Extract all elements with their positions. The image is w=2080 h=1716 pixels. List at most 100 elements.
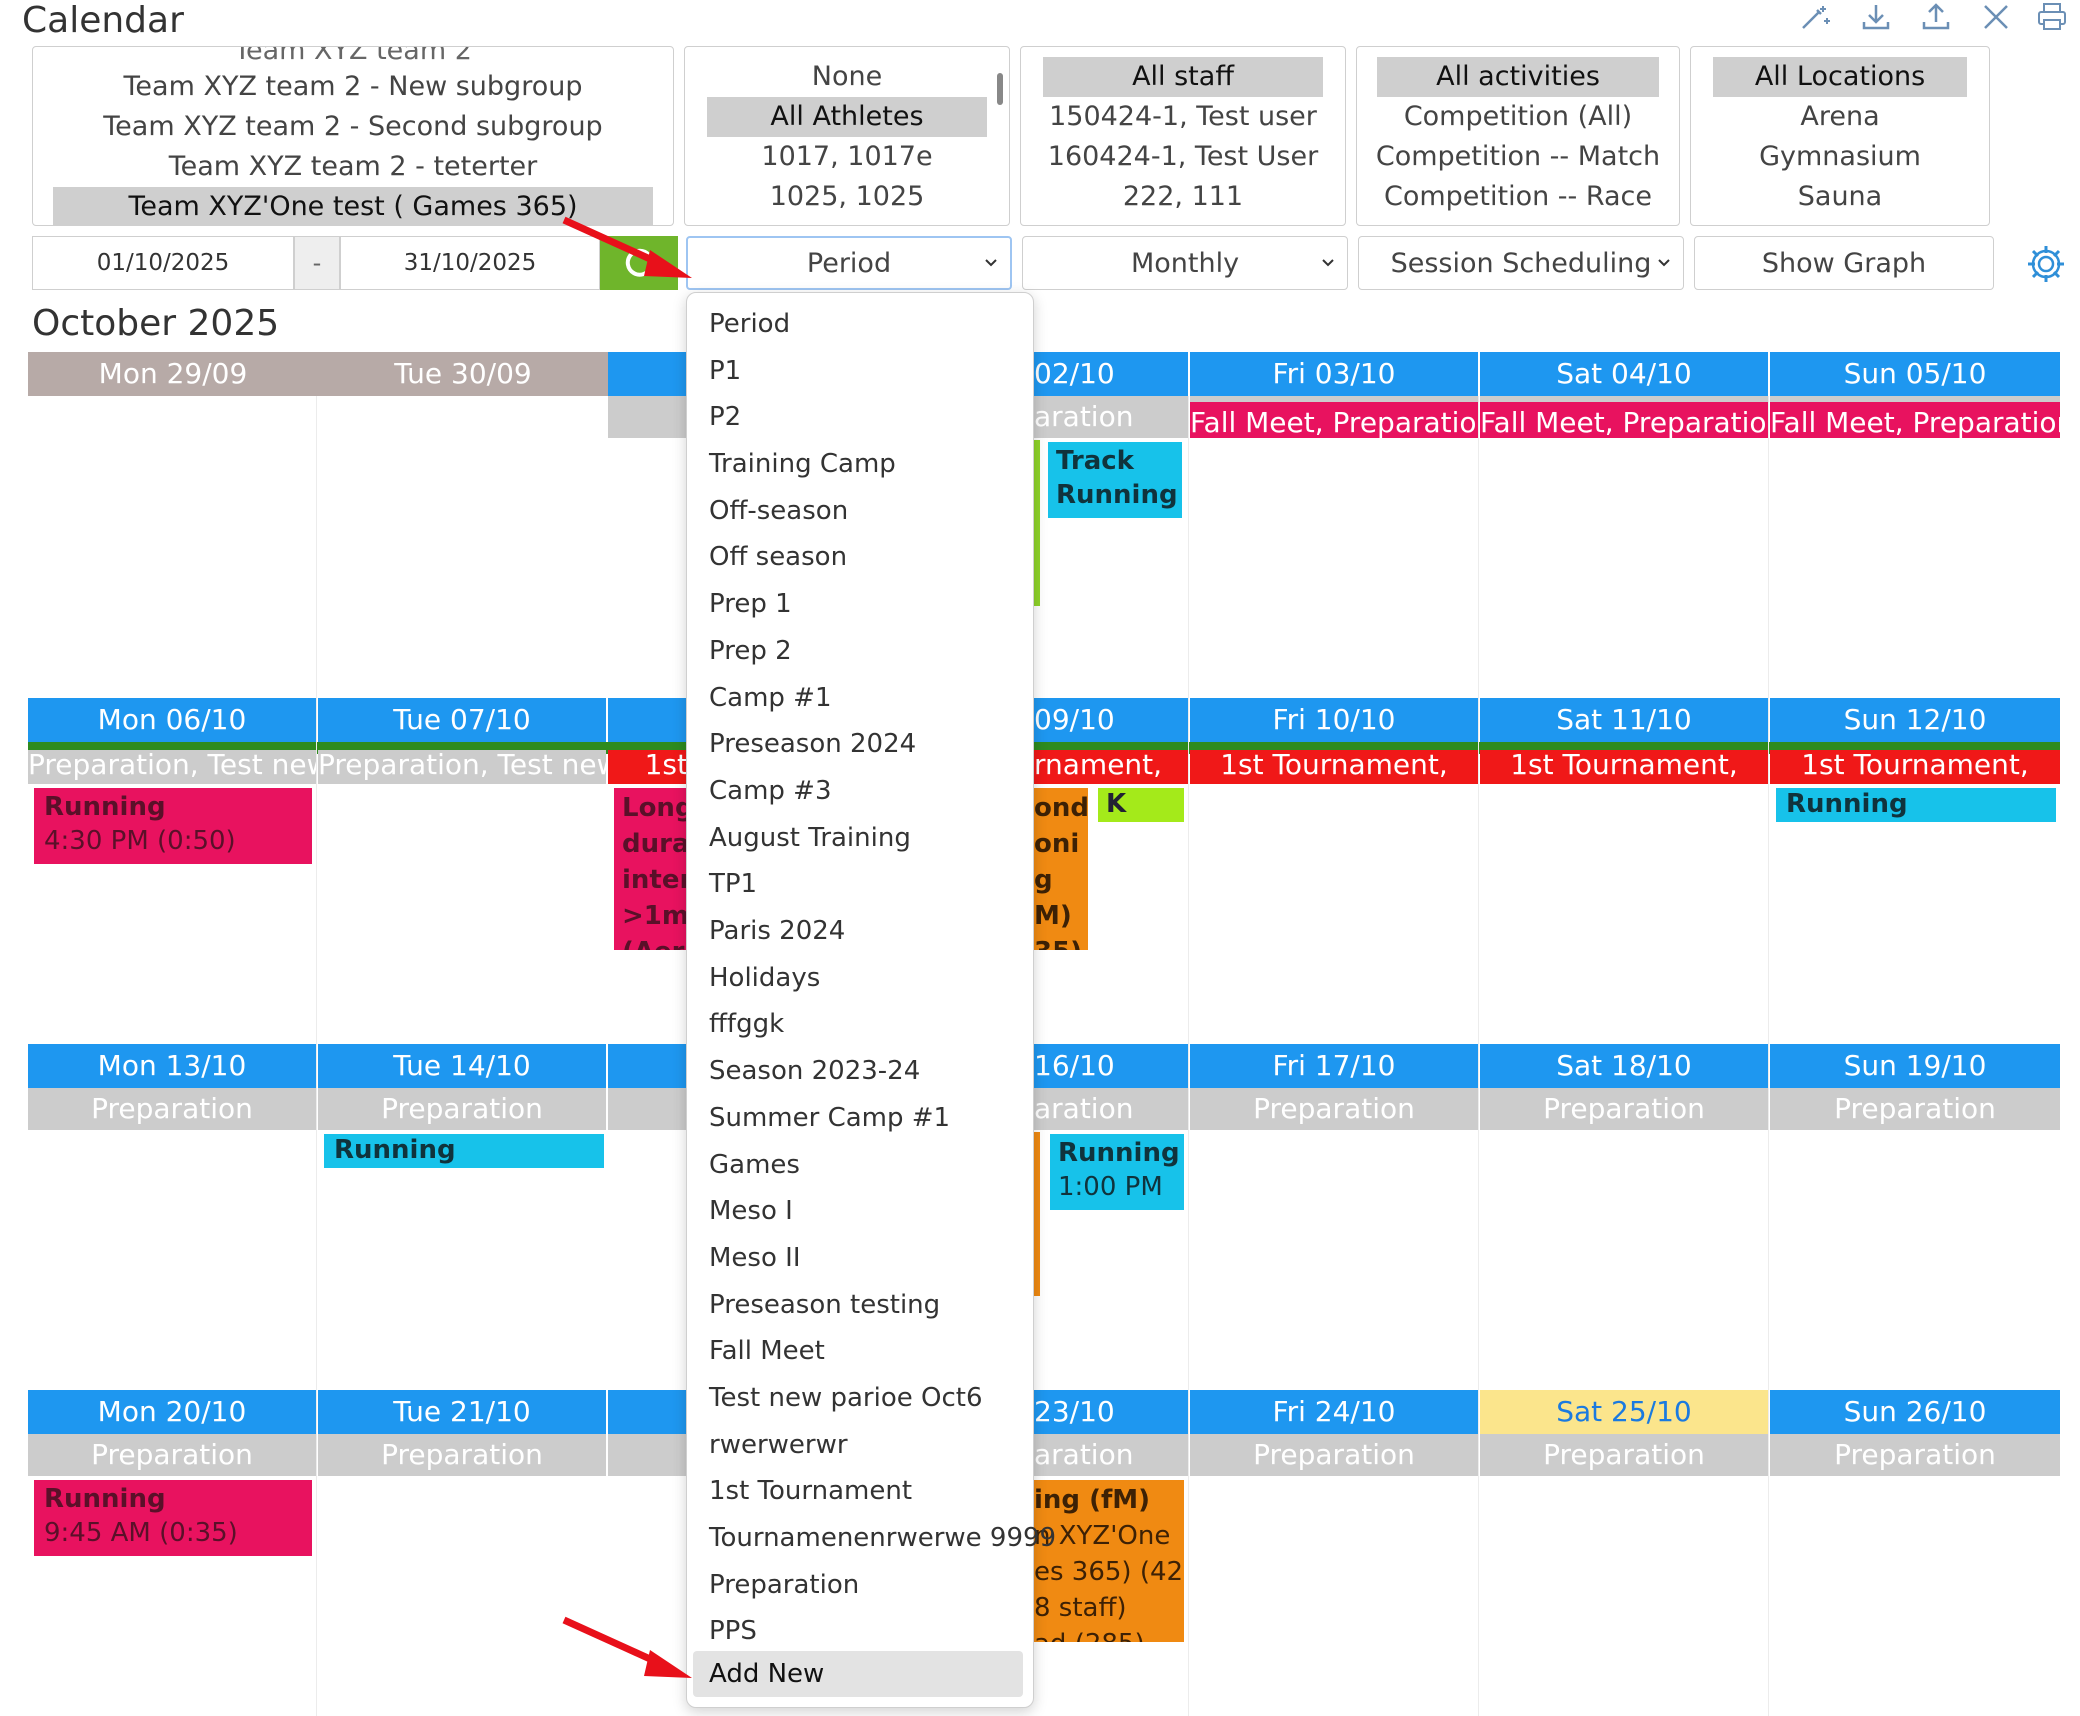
event-running[interactable]: Running 9:45 AM (0:35) <box>34 1480 312 1556</box>
staff-option[interactable]: 150424-1, Test user <box>1049 101 1317 132</box>
athlete-option[interactable]: None <box>811 61 883 92</box>
athlete-option[interactable]: 1025, 1025 <box>769 181 925 212</box>
athlete-option-selected[interactable]: All Athletes <box>707 97 987 137</box>
activity-option[interactable]: Competition -- Match <box>1375 141 1661 172</box>
event-running[interactable]: Running <box>324 1134 604 1168</box>
location-option[interactable]: Sauna <box>1797 181 1883 212</box>
date-to-input[interactable]: 31/10/2025 <box>340 236 600 290</box>
athlete-filter-list[interactable]: None All Athletes 1017, 1017e 1025, 1025 <box>684 46 1010 226</box>
period-option[interactable]: Meso I <box>709 1196 793 1226</box>
day-header[interactable]: Sat 18/10 <box>1480 1044 1768 1088</box>
event-running[interactable]: Running 4:30 PM (0:50) <box>34 788 312 864</box>
location-option[interactable]: Gymnasium <box>1759 141 1921 172</box>
period-option[interactable]: rwerwerwr <box>709 1430 848 1460</box>
day-header[interactable]: Sun 26/10 <box>1770 1390 2060 1434</box>
close-icon[interactable] <box>1976 0 2016 34</box>
group-option[interactable]: Team XYZ team 2 - teterter <box>168 151 538 182</box>
date-from-input[interactable]: 01/10/2025 <box>32 236 294 290</box>
scrollbar-thumb[interactable] <box>997 73 1003 105</box>
day-header[interactable]: Fri 03/10 <box>1190 352 1478 396</box>
activity-filter-list[interactable]: All activities Competition (All) Competi… <box>1356 46 1680 226</box>
day-header-today[interactable]: Sat 25/10 <box>1480 1390 1768 1434</box>
group-option[interactable]: Team XYZ team 2 <box>234 47 472 66</box>
period-option[interactable]: August Training <box>709 823 911 853</box>
event-track-running[interactable]: Track Running <box>1048 442 1182 518</box>
period-option[interactable]: P2 <box>709 402 742 432</box>
day-header[interactable]: Sun 19/10 <box>1770 1044 2060 1088</box>
period-select[interactable]: Period <box>686 236 1012 290</box>
schedule-type-select[interactable]: Session Scheduling <box>1358 236 1684 290</box>
period-option[interactable]: Games <box>709 1150 800 1180</box>
day-header[interactable]: Fri 24/10 <box>1190 1390 1478 1434</box>
group-filter-list[interactable]: Team XYZ team 2 Team XYZ team 2 - New su… <box>32 46 674 226</box>
day-header[interactable]: Mon 20/10 <box>28 1390 316 1434</box>
day-header[interactable] <box>608 698 688 742</box>
upload-icon[interactable] <box>1916 0 1956 34</box>
period-option[interactable]: Test new parioe Oct6 <box>709 1383 983 1413</box>
period-option[interactable]: 1st Tournament <box>709 1476 913 1506</box>
activity-option-selected[interactable]: All activities <box>1377 57 1659 97</box>
event-strip[interactable] <box>1034 1132 1040 1296</box>
period-option[interactable]: Fall Meet <box>709 1336 825 1366</box>
location-option[interactable]: Arena <box>1800 101 1880 132</box>
event-strip[interactable] <box>1034 440 1040 606</box>
period-option[interactable]: Preparation <box>709 1570 860 1600</box>
period-option[interactable]: Summer Camp #1 <box>709 1103 951 1133</box>
group-option[interactable]: Team XYZ team 2 - Second subgroup <box>103 111 603 142</box>
magic-wand-icon[interactable] <box>1796 0 1836 34</box>
print-icon[interactable] <box>2032 0 2072 34</box>
day-header[interactable]: Fri 17/10 <box>1190 1044 1478 1088</box>
period-option[interactable]: Paris 2024 <box>709 916 846 946</box>
view-select[interactable]: Monthly <box>1022 236 1348 290</box>
day-header[interactable]: Mon 29/09 <box>28 352 318 396</box>
period-option[interactable]: Off season <box>709 542 848 572</box>
athlete-option[interactable]: 1017, 1017e <box>761 141 933 172</box>
day-header[interactable]: Tue 14/10 <box>318 1044 606 1088</box>
period-option[interactable]: PPS <box>709 1616 757 1646</box>
show-graph-button[interactable]: Show Graph <box>1694 236 1994 290</box>
day-header[interactable] <box>608 352 688 396</box>
day-header[interactable]: Sun 12/10 <box>1770 698 2060 742</box>
event-running[interactable]: Running 1:00 PM <box>1050 1134 1184 1210</box>
staff-option[interactable]: 160424-1, Test User <box>1047 141 1319 172</box>
day-header[interactable]: Mon 06/10 <box>28 698 316 742</box>
group-option-selected[interactable]: Team XYZ'One test ( Games 365) <box>53 187 653 225</box>
event-long-duration[interactable]: Long durat inter >1mi (Aero <box>614 788 688 950</box>
period-option[interactable]: Prep 1 <box>709 589 792 619</box>
day-header[interactable]: Tue 30/09 <box>318 352 608 396</box>
day-header[interactable]: Sun 05/10 <box>1770 352 2060 396</box>
period-option[interactable]: Meso II <box>709 1243 801 1273</box>
period-option[interactable]: Period <box>709 309 791 339</box>
period-option[interactable]: Season 2023-24 <box>709 1056 921 1086</box>
period-option[interactable]: fffggk <box>709 1009 785 1039</box>
staff-option-selected[interactable]: All staff <box>1043 57 1323 97</box>
day-header[interactable]: Fri 10/10 <box>1190 698 1478 742</box>
period-option[interactable]: Off-season <box>709 496 849 526</box>
period-option[interactable]: Camp #1 <box>709 683 832 713</box>
day-header[interactable] <box>608 1044 688 1088</box>
staff-filter-list[interactable]: All staff 150424-1, Test user 160424-1, … <box>1020 46 1346 226</box>
period-option[interactable]: Holidays <box>709 963 821 993</box>
event-orange-session[interactable]: ing (fM) n XYZ'One es 365) (42 8 staff) … <box>1034 1480 1184 1642</box>
event-orange-session[interactable]: ond oni g M) 35) <box>1034 788 1088 950</box>
download-icon[interactable] <box>1856 0 1896 34</box>
period-option[interactable]: TP1 <box>709 869 758 899</box>
settings-gear-icon[interactable] <box>2024 242 2068 286</box>
staff-option[interactable]: 222, 111 <box>1122 181 1244 212</box>
event-k[interactable]: K <box>1098 788 1184 822</box>
activity-option[interactable]: Competition (All) <box>1403 101 1633 132</box>
group-option[interactable]: Team XYZ team 2 - New subgroup <box>123 71 583 102</box>
event-running[interactable]: Running <box>1776 788 2056 822</box>
activity-option[interactable]: Competition -- Race <box>1383 181 1653 212</box>
day-header[interactable] <box>608 1390 688 1434</box>
location-filter-list[interactable]: All Locations Arena Gymnasium Sauna <box>1690 46 1990 226</box>
period-option[interactable]: P1 <box>709 356 742 386</box>
period-option[interactable]: Prep 2 <box>709 636 792 666</box>
day-header[interactable]: 09/10 <box>1034 698 1188 742</box>
location-option-selected[interactable]: All Locations <box>1713 57 1967 97</box>
period-dropdown-menu[interactable]: Period P1 P2 Training Camp Off-season Of… <box>686 292 1056 1708</box>
period-option[interactable]: Preseason 2024 <box>709 729 917 759</box>
period-option[interactable]: Camp #3 <box>709 776 832 806</box>
day-header[interactable]: 02/10 <box>1034 352 1188 396</box>
period-option-add-new[interactable]: Add New <box>709 1659 825 1689</box>
